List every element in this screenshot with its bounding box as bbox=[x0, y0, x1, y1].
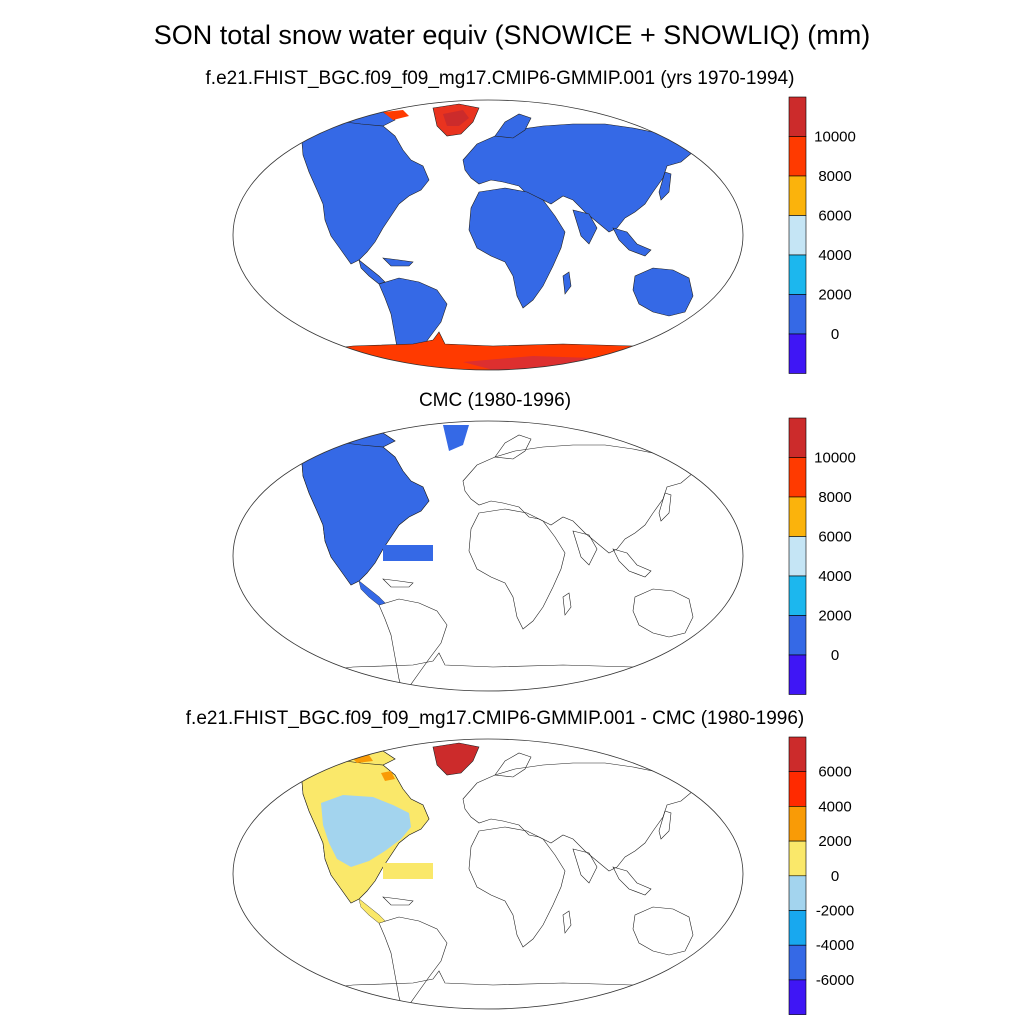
colorbar-box bbox=[788, 457, 807, 498]
colorbar-box bbox=[788, 417, 807, 458]
colorbar-tick-label: 4000 bbox=[818, 247, 851, 264]
colorbar-tick-label: 2000 bbox=[818, 833, 851, 850]
panel-3-subtitle: f.e21.FHIST_BGC.f09_f09_mg17.CMIP6-GMMIP… bbox=[185, 708, 805, 729]
colorbar-tick-label: 8000 bbox=[818, 489, 851, 506]
panel-2-subtitle: CMC (1980-1996) bbox=[418, 390, 572, 411]
colorbar-box bbox=[788, 944, 807, 981]
colorbar-tick-label: 0 bbox=[831, 647, 839, 664]
colorbar-box bbox=[788, 136, 807, 177]
colorbar-tick-label: 6000 bbox=[818, 764, 851, 781]
colorbar-box bbox=[788, 96, 807, 137]
colorbar-box bbox=[788, 333, 807, 374]
colorbar-box bbox=[788, 840, 807, 877]
colorbar-box bbox=[788, 496, 807, 537]
colorbar-box bbox=[788, 910, 807, 946]
colorbar-tick-label: -6000 bbox=[816, 972, 854, 989]
colorbar-box bbox=[788, 215, 807, 256]
colorbar-tick-label: 2000 bbox=[818, 287, 851, 304]
colorbar-tick-label: 4000 bbox=[818, 568, 851, 585]
north-america-fill bbox=[300, 440, 430, 586]
colorbar-box bbox=[788, 979, 807, 1015]
colorbar-tick-label: 6000 bbox=[818, 529, 851, 546]
colorbar-tick-label: -4000 bbox=[816, 937, 854, 954]
colorbar-box bbox=[788, 875, 807, 911]
colorbar-tick-label: 4000 bbox=[818, 798, 851, 815]
colorbar-box bbox=[788, 654, 807, 695]
map-panel-2 bbox=[232, 420, 744, 692]
colorbar-tick-label: 0 bbox=[831, 868, 839, 885]
greenland-diff-fill bbox=[432, 742, 480, 776]
colorbar-1: 10000 8000 6000 4000 2000 0 bbox=[788, 96, 856, 374]
colorbar-box bbox=[788, 254, 807, 295]
land-fill bbox=[300, 109, 710, 370]
colorbar-box bbox=[788, 615, 807, 656]
colorbar-tick-label: 2000 bbox=[818, 608, 851, 625]
panel-1-subtitle: f.e21.FHIST_BGC.f09_f09_mg17.CMIP6-GMMIP… bbox=[205, 68, 795, 89]
colorbar-tick-label: 10000 bbox=[814, 450, 856, 467]
colorbar-tick-label: 6000 bbox=[818, 208, 851, 225]
colorbar-box bbox=[788, 294, 807, 335]
colorbar-tick-label: -2000 bbox=[816, 903, 854, 920]
colorbar-box bbox=[788, 806, 807, 842]
colorbar-tick-label: 10000 bbox=[814, 129, 856, 146]
colorbar-box bbox=[788, 175, 807, 216]
colorbar-box bbox=[788, 736, 807, 773]
colorbar-box bbox=[788, 771, 807, 807]
colorbar-box bbox=[788, 575, 807, 616]
colorbar-tick-label: 0 bbox=[831, 326, 839, 343]
colorbar-3: 6000 4000 2000 0 -2000 -4000 -6000 bbox=[788, 736, 854, 1015]
map-panel-3 bbox=[232, 738, 744, 1010]
colorbar-tick-label: 8000 bbox=[818, 168, 851, 185]
figure-title: SON total snow water equiv (SNOWICE + SN… bbox=[153, 20, 871, 50]
diff-negative-fill bbox=[321, 795, 411, 867]
colorbar-box bbox=[788, 536, 807, 577]
map-panel-1 bbox=[232, 99, 744, 371]
colorbar-2: 10000 8000 6000 4000 2000 0 bbox=[788, 417, 856, 695]
